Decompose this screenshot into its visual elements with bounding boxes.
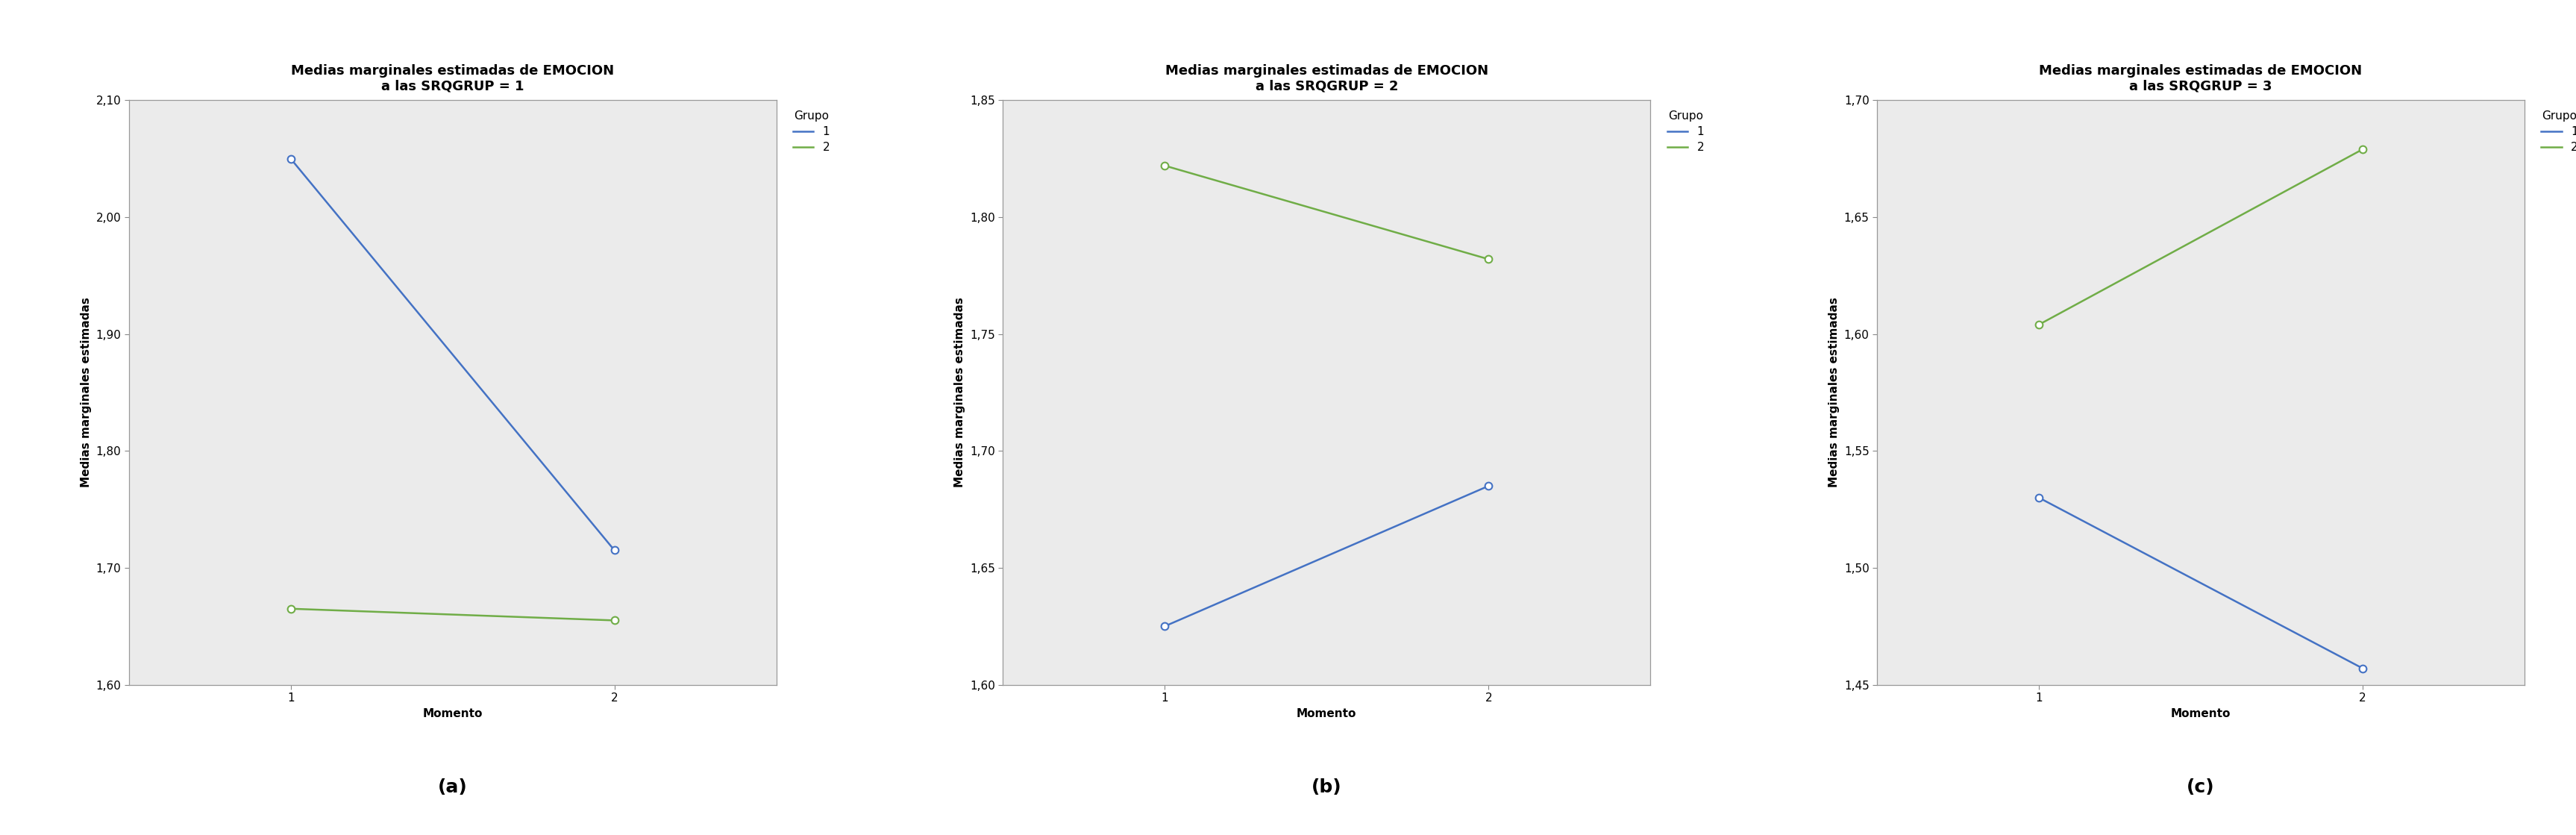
1 xyxy=(2347,663,2378,673)
2 xyxy=(276,604,307,614)
Text: (a): (a) xyxy=(438,778,466,796)
X-axis label: Momento: Momento xyxy=(422,708,482,719)
Text: (b): (b) xyxy=(1311,778,1342,796)
2 xyxy=(1473,254,1504,264)
Title: Medias marginales estimadas de EMOCION
a las SRQGRUP = 1: Medias marginales estimadas de EMOCION a… xyxy=(291,63,613,93)
1 xyxy=(2022,493,2053,503)
Legend: 1, 2: 1, 2 xyxy=(2537,106,2576,158)
2 xyxy=(600,615,631,625)
Y-axis label: Medias marginales estimadas: Medias marginales estimadas xyxy=(956,297,966,488)
Text: (c): (c) xyxy=(2187,778,2215,796)
Line: 1: 1 xyxy=(286,155,618,554)
1 xyxy=(600,545,631,555)
Y-axis label: Medias marginales estimadas: Medias marginales estimadas xyxy=(80,297,93,488)
Y-axis label: Medias marginales estimadas: Medias marginales estimadas xyxy=(1829,297,1839,488)
X-axis label: Momento: Momento xyxy=(2172,708,2231,719)
1 xyxy=(1149,621,1180,631)
Title: Medias marginales estimadas de EMOCION
a las SRQGRUP = 3: Medias marginales estimadas de EMOCION a… xyxy=(2040,63,2362,93)
Line: 2: 2 xyxy=(2035,145,2367,328)
Line: 2: 2 xyxy=(1162,162,1492,263)
Line: 1: 1 xyxy=(2035,494,2367,672)
Line: 2: 2 xyxy=(286,605,618,624)
Legend: 1, 2: 1, 2 xyxy=(788,106,835,158)
X-axis label: Momento: Momento xyxy=(1296,708,1358,719)
Legend: 1, 2: 1, 2 xyxy=(1662,106,1708,158)
Title: Medias marginales estimadas de EMOCION
a las SRQGRUP = 2: Medias marginales estimadas de EMOCION a… xyxy=(1164,63,1489,93)
2 xyxy=(2347,144,2378,154)
1 xyxy=(276,154,307,164)
1 xyxy=(1473,481,1504,491)
2 xyxy=(1149,160,1180,170)
2 xyxy=(2022,320,2053,330)
Line: 1: 1 xyxy=(1162,483,1492,630)
